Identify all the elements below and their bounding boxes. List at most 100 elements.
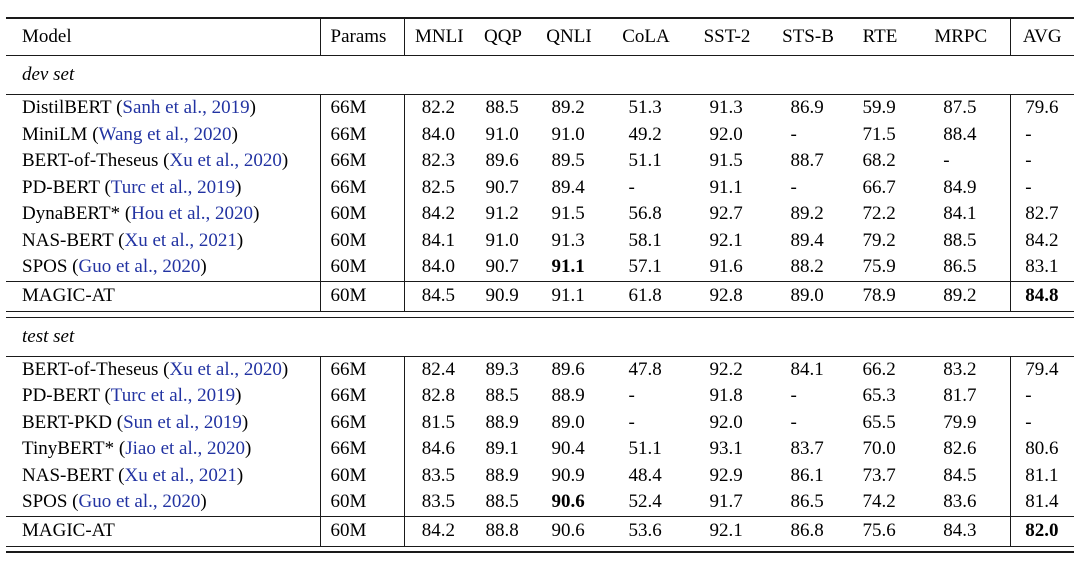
- score-value: 91.5: [551, 203, 585, 225]
- score-cell-qqp: 90.7: [474, 254, 532, 281]
- params-cell: 66M: [320, 174, 405, 201]
- citation-link[interactable]: Hou et al., 2020: [131, 203, 254, 225]
- score-cell-sst-2: 91.5: [686, 148, 768, 175]
- score-value: 92.7: [709, 203, 743, 225]
- score-value: 83.6: [943, 491, 977, 513]
- avg-cell: 82.7: [1010, 201, 1074, 228]
- model-name: BERT-of-Theseus: [22, 358, 159, 380]
- params-cell: 66M: [320, 383, 405, 410]
- table-row: PD-BERT (Turc et al., 2019) 66M 82.5 90.7 89…: [6, 174, 1074, 202]
- score-value: 88.5: [485, 491, 519, 513]
- score-value: 86.9: [790, 97, 824, 119]
- citation-link[interactable]: Sun et al., 2019: [123, 411, 242, 433]
- score-cell-sts-b: -: [768, 122, 848, 149]
- score-value: 82.3: [421, 150, 455, 172]
- citation-link[interactable]: Sanh et al., 2019: [122, 97, 250, 119]
- score-value: 57.1: [628, 256, 662, 278]
- avg-cell: -: [1010, 383, 1074, 410]
- score-cell-mnli: 84.1: [404, 228, 474, 255]
- score-value: 87.5: [943, 97, 977, 119]
- score-value: 92.0: [709, 123, 743, 145]
- model-cell: BERT-of-Theseus (Xu et al., 2020): [6, 356, 321, 383]
- score-cell-qqp: 88.9: [474, 463, 532, 490]
- score-value: 83.5: [421, 491, 455, 513]
- score-value: -: [628, 411, 635, 433]
- score-cell-rte: 66.2: [848, 356, 912, 383]
- citation-link[interactable]: Xu et al., 2021: [124, 464, 237, 486]
- score-value: 89.6: [551, 358, 585, 380]
- column-header-mnli: MNLI: [404, 17, 474, 56]
- score-cell-mnli: 83.5: [404, 463, 474, 490]
- score-cell-qnli: 90.6: [532, 515, 606, 546]
- score-cell-cola: 49.2: [606, 122, 686, 149]
- column-header-qnli: QNLI: [532, 17, 606, 56]
- score-value: 88.5: [943, 229, 977, 251]
- score-cell-mnli: 82.5: [404, 175, 474, 202]
- citation-paren-close: ): [241, 411, 249, 433]
- model-cell: MAGIC-AT: [6, 515, 321, 546]
- score-cell-mrpc: 79.9: [912, 409, 1011, 436]
- citation-link[interactable]: Xu et al., 2021: [124, 229, 237, 251]
- score-cell-qnli: 90.6: [532, 489, 606, 516]
- citation-link[interactable]: Guo et al., 2020: [78, 491, 201, 513]
- score-value: -: [628, 176, 635, 198]
- citation-link[interactable]: Turc et al., 2019: [110, 385, 236, 407]
- citation-link[interactable]: Wang et al., 2020: [98, 123, 232, 145]
- score-cell-cola: 53.6: [606, 515, 686, 546]
- score-value: 82.6: [943, 438, 977, 460]
- score-value: 89.2: [790, 203, 824, 225]
- score-cell-sst-2: 91.7: [686, 489, 768, 516]
- score-cell-mrpc: 84.1: [912, 201, 1011, 228]
- score-cell-qnli: 89.6: [532, 356, 606, 383]
- score-cell-cola: 58.1: [606, 228, 686, 255]
- score-cell-qnli: 89.2: [532, 95, 606, 122]
- score-cell-qqp: 88.5: [474, 383, 532, 410]
- score-value: -: [628, 385, 635, 407]
- score-cell-qnli: 91.0: [532, 122, 606, 149]
- params-cell: 66M: [320, 94, 405, 122]
- score-value: 91.7: [709, 491, 743, 513]
- score-value: 84.5: [421, 285, 455, 306]
- score-cell-mnli: 84.2: [404, 201, 474, 228]
- score-value: 75.9: [862, 256, 896, 278]
- model-name: DistilBERT: [22, 97, 112, 119]
- model-cell: PD-BERT (Turc et al., 2019): [6, 383, 321, 410]
- table-row: SPOS (Guo et al., 2020) 60M 83.5 88.5 90.6 52…: [6, 489, 1074, 516]
- score-value: 70.0: [862, 438, 896, 460]
- score-cell-sts-b: 89.4: [768, 228, 848, 255]
- score-value: 84.3: [943, 520, 977, 541]
- model-cell: PD-BERT (Turc et al., 2019): [6, 174, 321, 201]
- model-cell: SPOS (Guo et al., 2020): [6, 254, 321, 281]
- score-value: 84.0: [421, 123, 455, 145]
- score-value: 90.9: [551, 464, 585, 486]
- score-cell-mrpc: 88.4: [912, 121, 1011, 148]
- score-cell-sst-2: 92.0: [686, 410, 768, 437]
- citation-link[interactable]: Jiao et al., 2020: [125, 438, 245, 460]
- citation-paren-open: (: [112, 411, 124, 433]
- score-cell-rte: 70.0: [848, 436, 912, 463]
- citation-link[interactable]: Guo et al., 2020: [78, 256, 201, 278]
- citation-link[interactable]: Xu et al., 2020: [169, 358, 282, 380]
- score-cell-qqp: 89.6: [474, 148, 532, 175]
- citation-link[interactable]: Xu et al., 2020: [169, 150, 282, 172]
- citation-paren-open: (: [67, 256, 79, 278]
- score-value: 88.2: [790, 256, 824, 278]
- params-cell: 60M: [320, 201, 405, 228]
- score-cell-sts-b: -: [768, 175, 848, 202]
- citation-link[interactable]: Turc et al., 2019: [110, 176, 236, 198]
- model-cell: BERT-of-Theseus (Xu et al., 2020): [6, 148, 321, 175]
- score-cell-sts-b: 88.2: [768, 254, 848, 281]
- score-value: -: [1025, 385, 1032, 407]
- results-table-body: dev set DistilBERT (Sanh et al., 2019) 66M…: [6, 55, 1074, 553]
- column-header-sts-b: STS-B: [768, 17, 848, 56]
- score-value: 91.2: [485, 203, 519, 225]
- score-value: 91.6: [709, 256, 743, 278]
- score-value: 92.9: [709, 464, 743, 486]
- score-cell-cola: 47.8: [606, 356, 686, 383]
- score-value: -: [790, 123, 797, 145]
- score-cell-rte: 79.2: [848, 228, 912, 255]
- table-row: NAS-BERT (Xu et al., 2021) 60M 84.1 91.0 91.…: [6, 227, 1074, 255]
- score-cell-cola: 61.8: [606, 280, 686, 311]
- params-cell: 66M: [320, 436, 405, 463]
- score-value: 82.8: [421, 385, 455, 407]
